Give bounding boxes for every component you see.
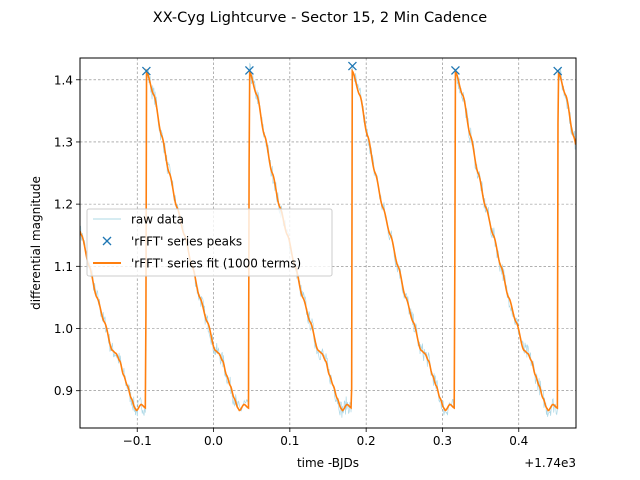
x-tick-label: 0.1 [280,434,299,448]
fit-line [80,68,576,412]
legend-box [86,208,333,277]
peak-marker [141,66,151,76]
legend-swatch-peaks [102,236,112,246]
y-tick-label: 1.3 [54,135,73,149]
x-tick-label: 0.3 [433,434,452,448]
peak-marker-stroke [141,66,151,76]
legend: raw data 'rFFT' series peaks 'rFFT' seri… [86,208,333,277]
legend-label-fit: 'rFFT' series fit (1000 terms) [131,257,301,271]
legend-label-peaks: 'rFFT' series peaks [131,235,242,249]
x-tick-label: 0.2 [357,434,376,448]
peak-marker-stroke [450,65,460,75]
peak-marker [244,65,254,75]
x-tick-label: 0.4 [509,434,528,448]
peak-marker [347,61,357,71]
peak-marker [553,66,563,76]
chart-title: XX-Cyg Lightcurve - Sector 15, 2 Min Cad… [153,10,488,26]
x-axis-label: time -BJDs [297,456,359,470]
peak-marker-stroke [553,66,563,76]
x-tick-label: 0.0 [204,434,223,448]
y-axis-label: differential magnitude [29,176,43,310]
y-tick-label: 1.2 [54,198,73,212]
plot-frame [79,57,577,429]
y-tick-label: 1.4 [54,73,73,87]
peaks-series [141,61,563,76]
peak-marker-stroke [244,65,254,75]
y-tick-label: 1.0 [54,322,73,336]
legend-label-raw: raw data [131,213,184,227]
fit-series [80,68,576,412]
peak-marker [450,65,460,75]
x-axis-ticks: −0.1 0.0 0.1 0.2 0.3 0.4 [123,428,528,448]
x-tick-label: −0.1 [123,434,152,448]
y-tick-label: 0.9 [54,384,73,398]
x-axis-offset-label: +1.74e3 [524,456,576,470]
y-axis-ticks: 0.9 1.0 1.1 1.2 1.3 1.4 [54,73,80,398]
y-tick-label: 1.1 [54,260,73,274]
peak-marker-stroke [347,61,357,71]
